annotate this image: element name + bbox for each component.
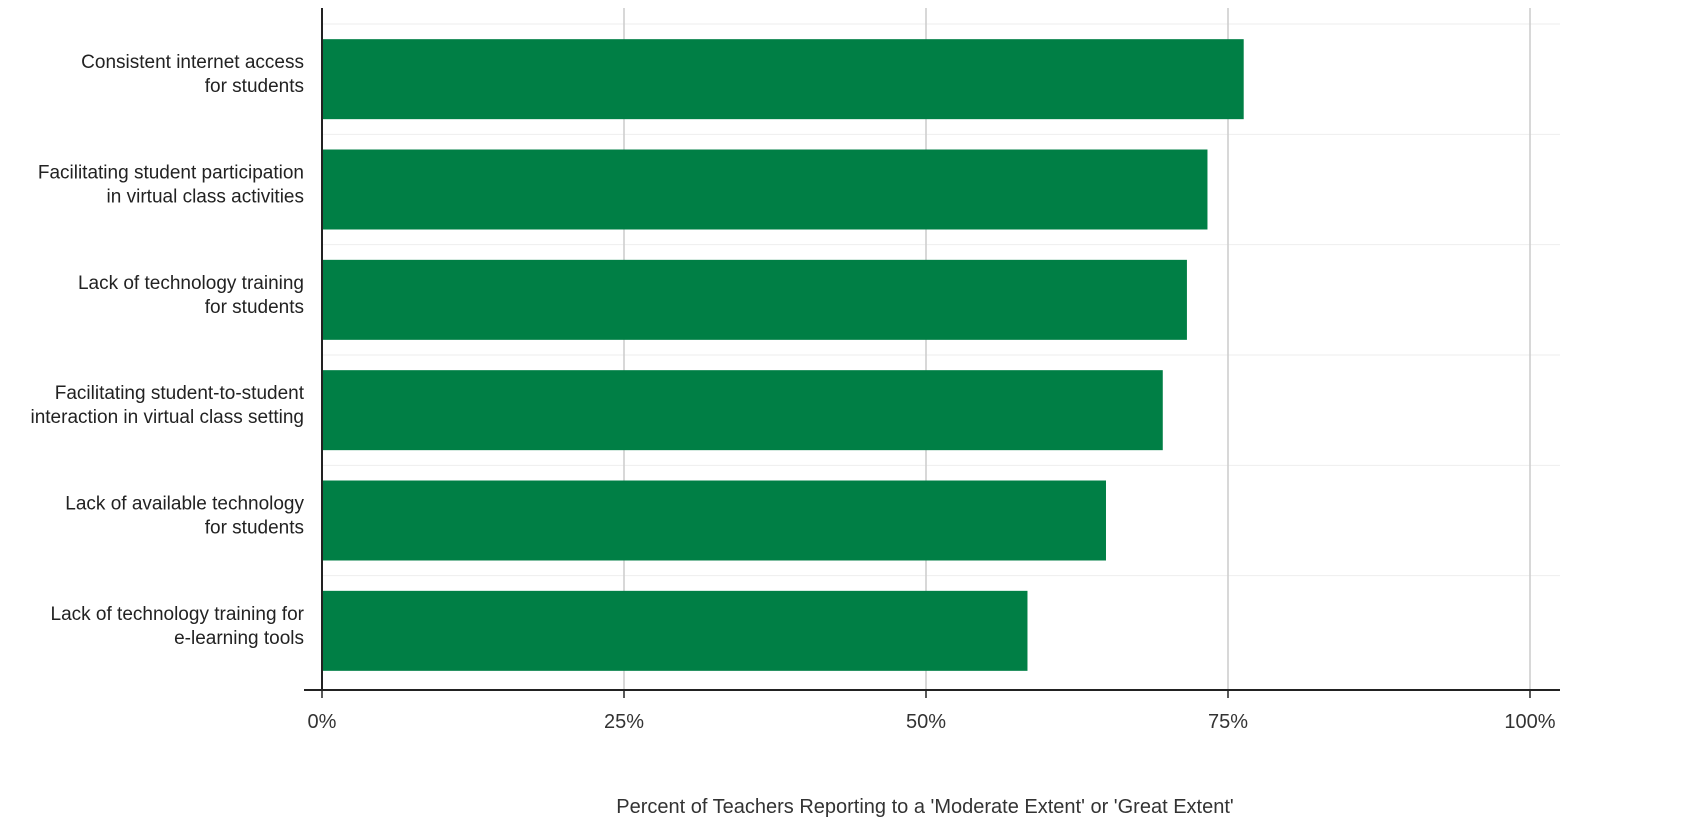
x-tick-labels: 0% 25% 50% 75% 100% (308, 711, 1556, 733)
category-label: Facilitating student-to-student interacti… (30, 383, 304, 428)
category-label-line: Consistent internet access (81, 52, 304, 73)
x-tick-label: 100% (1504, 711, 1555, 733)
x-axis-title: Percent of Teachers Reporting to a 'Mode… (616, 796, 1233, 818)
category-label: Consistent internet access for students (81, 52, 304, 97)
category-label: Lack of technology training for students (78, 273, 304, 318)
bar (322, 480, 1106, 561)
category-label: Facilitating student participation in vir… (38, 163, 304, 208)
bar (322, 259, 1187, 340)
bar (322, 149, 1208, 230)
category-label-line: Lack of available technology (65, 494, 304, 515)
axes (304, 8, 1560, 698)
category-label-line: interaction in virtual class setting (30, 407, 304, 428)
x-tick-label: 50% (906, 711, 946, 733)
bar (322, 370, 1163, 451)
category-label-line: Lack of technology training for (51, 604, 305, 625)
x-tick-label: 0% (308, 711, 337, 733)
category-label: Lack of available technology for students (65, 494, 304, 539)
category-label-line: for students (205, 76, 304, 97)
bar (322, 590, 1028, 671)
x-tick-label: 75% (1208, 711, 1248, 733)
category-label-line: for students (205, 297, 304, 318)
grid-lines (322, 8, 1560, 690)
category-label-line: Facilitating student-to-student (55, 383, 305, 404)
category-label-line: Lack of technology training (78, 273, 304, 294)
bar (322, 39, 1244, 120)
category-label-line: Facilitating student participation (38, 163, 304, 184)
category-label-line: in virtual class activities (107, 187, 304, 208)
bars (322, 39, 1244, 671)
category-label: Lack of technology training for e-learnin… (51, 604, 305, 649)
category-label-line: for students (205, 518, 304, 539)
category-label-line: e-learning tools (174, 628, 304, 649)
category-labels: Consistent internet access for students Fa… (30, 52, 304, 649)
x-tick-label: 25% (604, 711, 644, 733)
